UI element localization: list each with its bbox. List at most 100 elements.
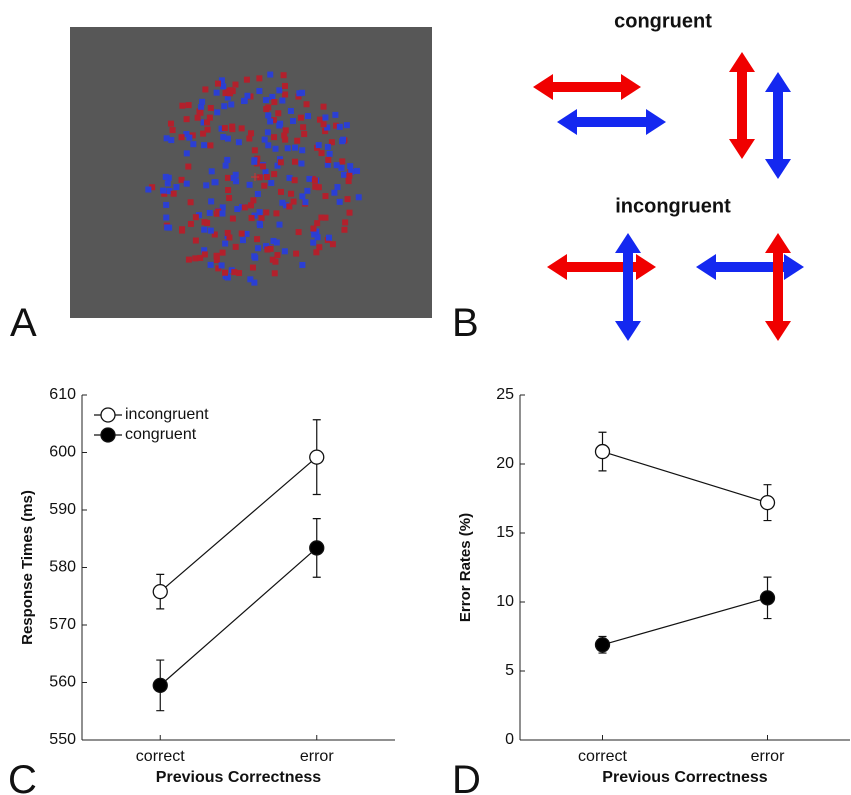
dot bbox=[299, 193, 306, 200]
dot bbox=[265, 104, 272, 111]
dot bbox=[225, 187, 232, 194]
dot bbox=[198, 104, 205, 111]
dot bbox=[227, 87, 234, 94]
dot bbox=[313, 249, 320, 256]
legend-label: incongruent bbox=[125, 406, 209, 423]
dot bbox=[291, 158, 298, 165]
dot bbox=[282, 136, 289, 143]
dot bbox=[241, 97, 248, 104]
dot bbox=[271, 171, 278, 178]
y-tick-label: 590 bbox=[49, 501, 76, 518]
y-tick-label: 25 bbox=[496, 386, 514, 403]
dot bbox=[185, 102, 192, 109]
dot bbox=[279, 97, 286, 104]
dot bbox=[235, 139, 242, 146]
dot bbox=[243, 76, 250, 83]
dot bbox=[183, 150, 190, 157]
dot bbox=[185, 256, 192, 263]
dot bbox=[256, 209, 263, 216]
panel-label: B bbox=[452, 301, 479, 345]
dot bbox=[241, 204, 248, 211]
dot bbox=[215, 208, 222, 215]
dot bbox=[318, 150, 325, 157]
dot bbox=[263, 174, 270, 181]
y-tick-label: 20 bbox=[496, 455, 514, 472]
dot bbox=[162, 173, 169, 180]
dot bbox=[230, 175, 237, 182]
dot bbox=[213, 252, 220, 259]
dot bbox=[149, 184, 156, 191]
legend-marker bbox=[100, 427, 116, 443]
dot bbox=[279, 199, 286, 206]
dot bbox=[204, 219, 211, 226]
dot bbox=[325, 234, 332, 241]
dot bbox=[224, 156, 231, 163]
marker bbox=[152, 584, 168, 600]
dot bbox=[282, 202, 289, 209]
dot bbox=[277, 159, 284, 166]
dot bbox=[167, 120, 174, 127]
dot bbox=[336, 123, 343, 130]
dot bbox=[299, 261, 306, 268]
dot bbox=[163, 214, 170, 221]
dot bbox=[303, 101, 310, 108]
dot bbox=[234, 206, 241, 213]
dot bbox=[290, 118, 297, 125]
dot bbox=[340, 136, 347, 143]
dot bbox=[290, 198, 297, 205]
dot bbox=[178, 176, 185, 183]
dot bbox=[312, 183, 319, 190]
dot bbox=[214, 80, 221, 87]
dot bbox=[311, 231, 318, 238]
dot bbox=[238, 230, 245, 237]
dot bbox=[243, 230, 250, 237]
dot bbox=[334, 184, 341, 191]
dot bbox=[249, 264, 256, 271]
dot bbox=[207, 142, 214, 149]
dot bbox=[294, 137, 301, 144]
dot bbox=[299, 147, 306, 154]
dot bbox=[160, 187, 167, 194]
dot bbox=[333, 162, 340, 169]
stimulus-dots bbox=[145, 71, 362, 286]
panel-label: C bbox=[8, 758, 37, 795]
dot bbox=[274, 162, 281, 169]
dot bbox=[229, 126, 236, 133]
dot bbox=[338, 164, 345, 171]
dot bbox=[204, 119, 211, 126]
dot bbox=[163, 135, 170, 142]
dot bbox=[199, 98, 206, 105]
dot bbox=[276, 221, 283, 228]
dot bbox=[267, 71, 274, 78]
dot bbox=[288, 190, 295, 197]
y-axis-label: Response Times (ms) bbox=[19, 490, 36, 645]
dot bbox=[329, 241, 336, 248]
dot bbox=[263, 243, 270, 250]
dot bbox=[345, 178, 352, 185]
dot bbox=[164, 224, 171, 231]
dot bbox=[247, 202, 254, 209]
dot bbox=[228, 101, 235, 108]
dot bbox=[322, 214, 329, 221]
x-tick-label: correct bbox=[136, 748, 185, 765]
dot bbox=[251, 158, 258, 165]
dot bbox=[246, 135, 253, 142]
dot bbox=[213, 257, 220, 264]
dot bbox=[314, 220, 321, 227]
dot bbox=[258, 215, 265, 222]
incongruent-heading: incongruent bbox=[615, 195, 731, 217]
marker bbox=[309, 449, 325, 465]
dot bbox=[189, 132, 196, 139]
dot bbox=[211, 179, 218, 186]
dot bbox=[344, 196, 351, 203]
dot bbox=[250, 197, 257, 204]
panel-label: A bbox=[10, 301, 37, 345]
dot bbox=[281, 82, 288, 89]
dot bbox=[270, 237, 277, 244]
dot bbox=[282, 127, 289, 134]
dot bbox=[339, 158, 346, 165]
dot bbox=[291, 177, 298, 184]
dot bbox=[354, 167, 361, 174]
dot bbox=[218, 262, 225, 269]
dot bbox=[208, 198, 215, 205]
